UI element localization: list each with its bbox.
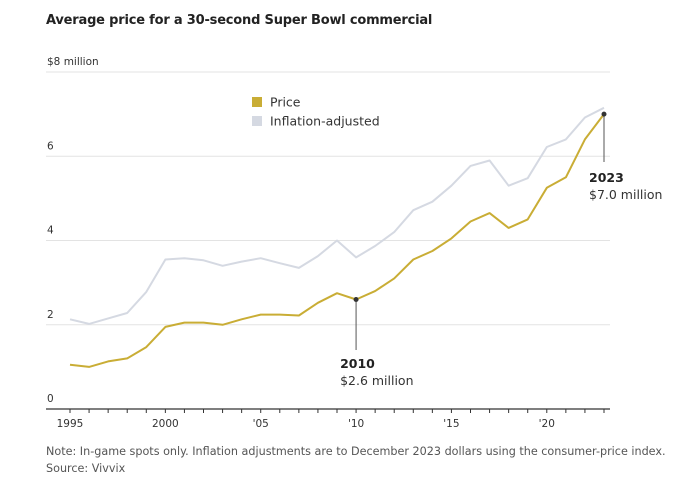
annotation-value: $7.0 million (589, 187, 662, 202)
x-tick-label: '15 (443, 418, 459, 430)
annotation-year: 2023 (589, 170, 624, 185)
y-tick-label: $8 million (47, 56, 99, 68)
y-tick-label: 6 (47, 140, 54, 152)
x-tick-label: '20 (539, 418, 555, 430)
x-tick-label: '05 (253, 418, 269, 430)
annotation-year: 2010 (340, 356, 375, 371)
annotation-value: $2.6 million (340, 373, 413, 388)
series-line-price (69, 113, 605, 368)
annotation-dot (353, 296, 359, 302)
series-line-inflation-adjusted (69, 106, 605, 325)
legend-label: Inflation-adjusted (270, 114, 380, 129)
x-tick-label: '10 (348, 418, 364, 430)
chart-title: Average price for a 30-second Super Bowl… (46, 13, 433, 28)
x-tick-label: 2000 (152, 418, 179, 430)
legend-swatch (252, 116, 262, 126)
series-lines (69, 106, 605, 368)
footnote: Note: In-game spots only. Inflation adju… (46, 445, 666, 458)
legend-swatch (252, 97, 262, 107)
y-tick-label: 0 (47, 393, 54, 405)
legend: Price Inflation-adjusted (252, 95, 380, 129)
annotations: 2010 $2.6 million 2023 $7.0 million (340, 111, 662, 388)
y-tick-label: 4 (47, 225, 54, 237)
y-tick-label: 2 (47, 309, 54, 321)
source-line: Source: Vivvix (46, 462, 126, 475)
y-axis-ticks: 0 2 4 6 $8 million (47, 56, 99, 405)
gridlines (46, 71, 610, 326)
legend-label: Price (270, 95, 301, 110)
x-tick-label: 1995 (57, 418, 84, 430)
annotation-dot (601, 111, 607, 117)
chart-footer: Note: In-game spots only. Inflation adju… (46, 443, 666, 477)
x-axis: 1995 2000 '05 '10 '15 '20 (46, 408, 610, 430)
